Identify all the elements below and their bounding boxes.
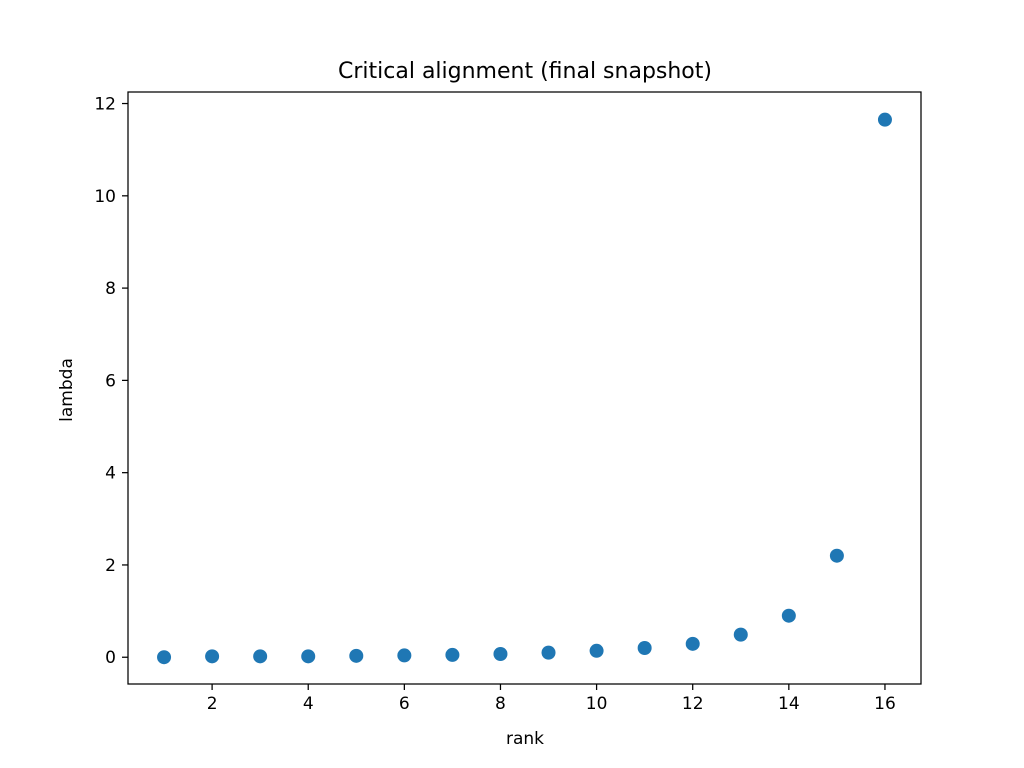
- x-tick-label: 10: [586, 694, 608, 714]
- data-point: [829, 548, 844, 563]
- data-point: [781, 608, 796, 623]
- x-tick-label: 6: [399, 694, 410, 714]
- y-tick-label: 12: [94, 95, 116, 115]
- data-point: [733, 627, 748, 642]
- data-point: [253, 649, 268, 664]
- data-point: [493, 647, 508, 662]
- data-point: [637, 641, 652, 656]
- y-tick-label: 8: [105, 279, 116, 299]
- data-point: [397, 648, 412, 663]
- y-tick-label: 6: [105, 371, 116, 391]
- x-tick-label: 4: [303, 694, 314, 714]
- data-point: [877, 112, 892, 127]
- plot-frame: [127, 91, 922, 685]
- x-tick-label: 14: [778, 694, 800, 714]
- y-tick-label: 2: [105, 556, 116, 576]
- y-tick-label: 10: [94, 187, 116, 207]
- data-point: [205, 649, 220, 664]
- data-point: [157, 650, 172, 665]
- x-tick-label: 2: [207, 694, 218, 714]
- y-tick-label: 4: [105, 464, 116, 484]
- x-tick-label: 12: [682, 694, 704, 714]
- data-point: [685, 636, 700, 651]
- plot-area: [157, 112, 892, 665]
- data-point: [349, 648, 364, 663]
- data-point: [541, 645, 556, 660]
- x-axis-label: rank: [506, 729, 544, 749]
- y-tick-label: 0: [105, 648, 116, 668]
- y-axis-label: lambda: [57, 358, 77, 422]
- data-point: [589, 643, 604, 658]
- x-tick-label: 8: [495, 694, 506, 714]
- data-point: [445, 647, 460, 662]
- chart-title: Critical alignment (final snapshot): [338, 59, 712, 84]
- data-point: [301, 649, 316, 664]
- x-tick-label: 16: [874, 694, 896, 714]
